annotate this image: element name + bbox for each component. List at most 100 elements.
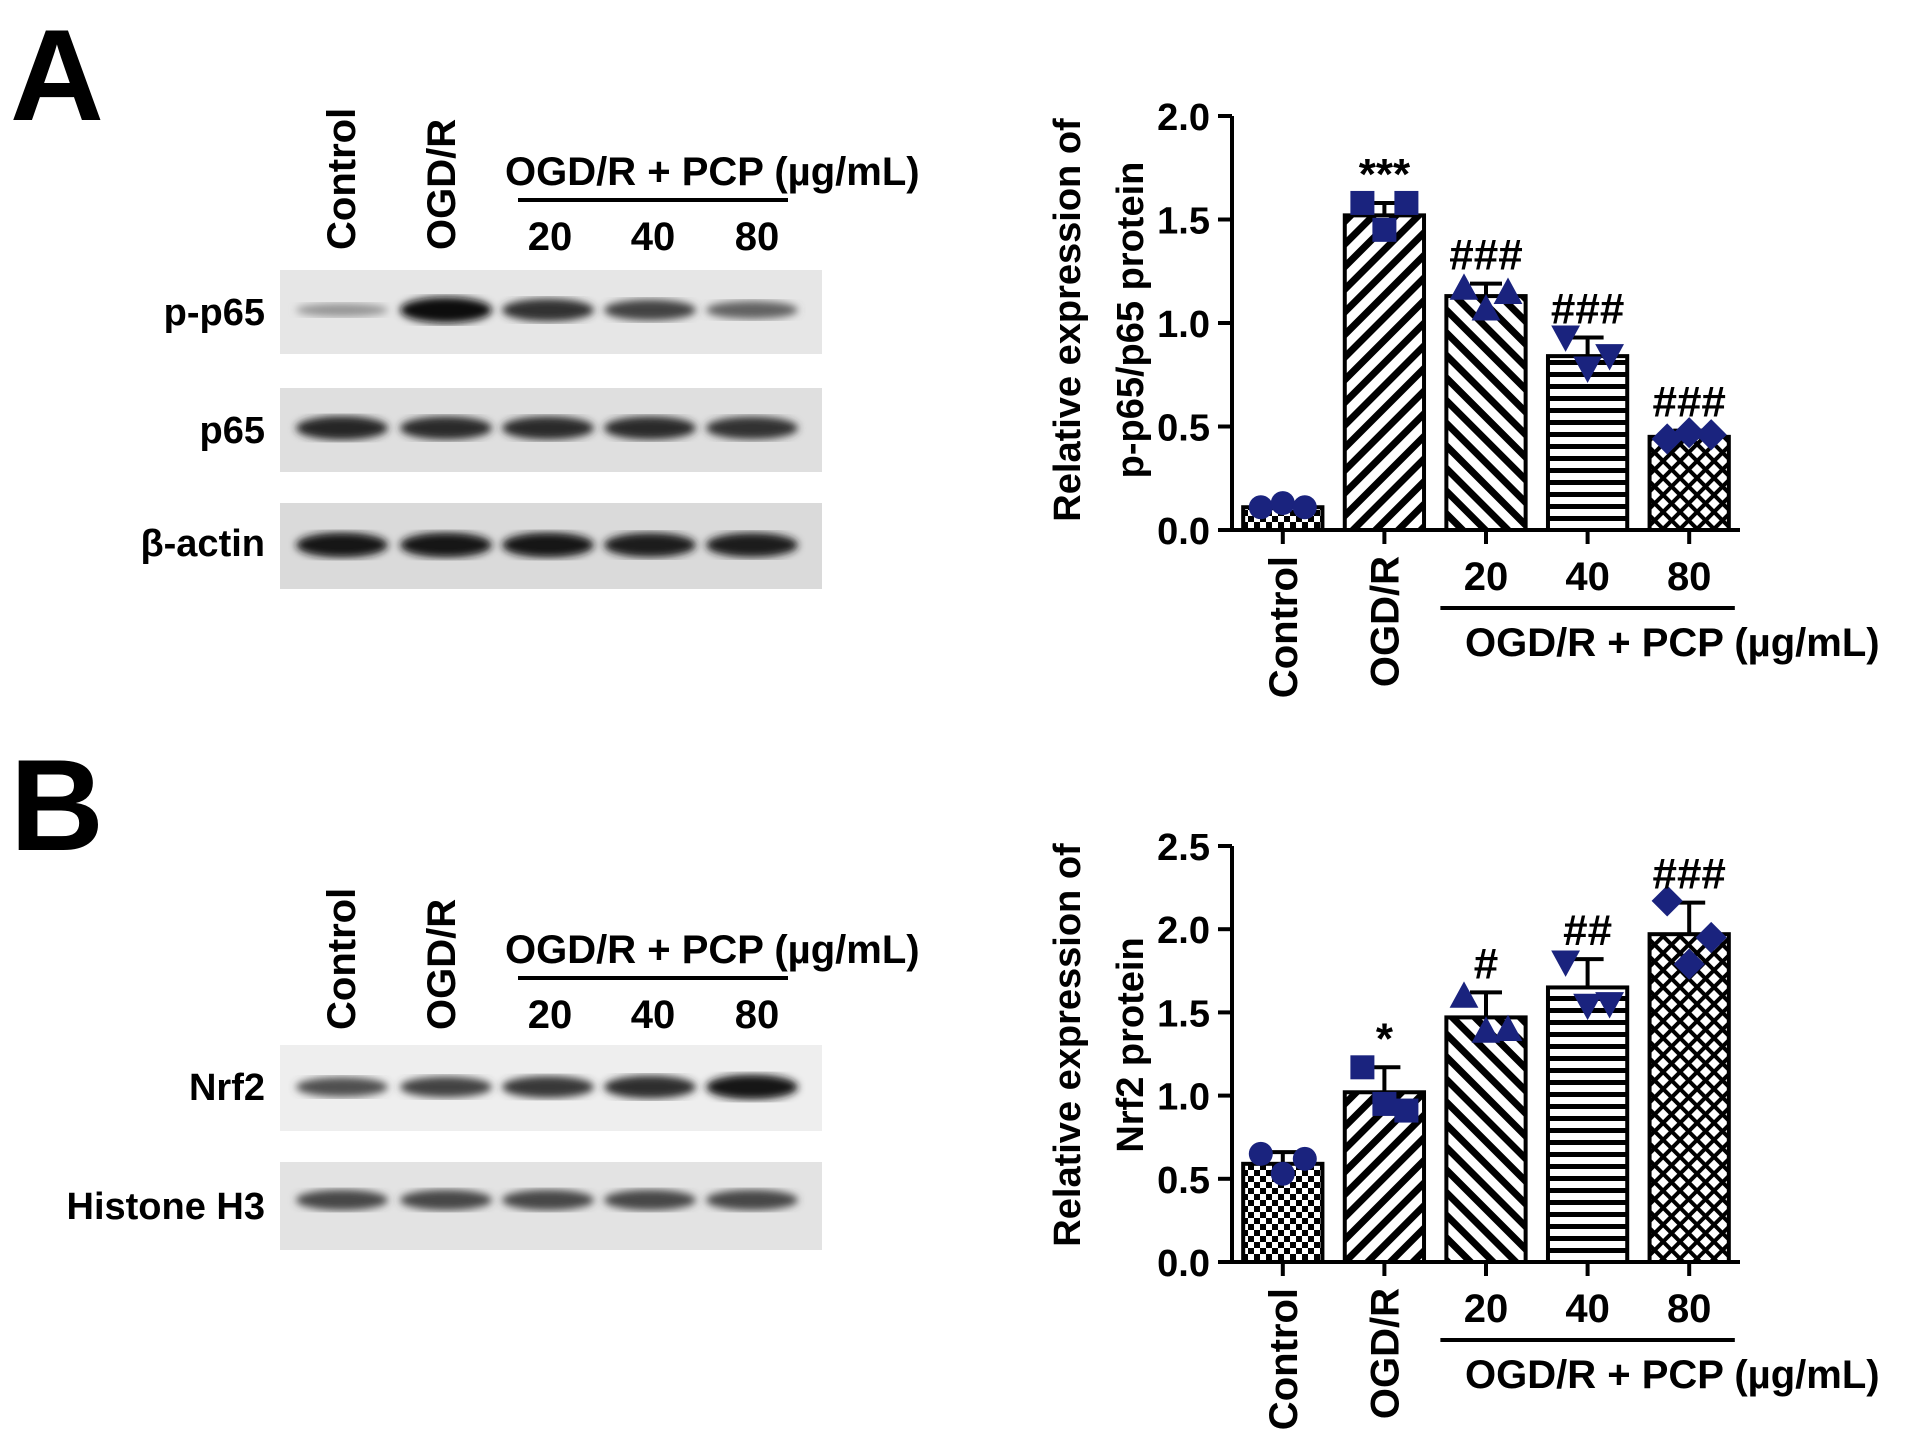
blot-label-beta-actin: β-actin — [140, 523, 265, 565]
data-point — [1270, 1161, 1295, 1186]
significance-label: ### — [1652, 850, 1725, 899]
nrf2-band — [604, 1075, 696, 1099]
y-tick-label: 0.5 — [1157, 408, 1210, 450]
y-tick-label: 1.0 — [1157, 1077, 1210, 1119]
chart-a-ylabel-line1: Relative expression of — [1047, 118, 1089, 522]
data-point — [1493, 277, 1523, 304]
data-point — [1394, 190, 1419, 215]
beta-actin-band — [296, 532, 388, 558]
lane-label-ogdr: OGD/R — [420, 119, 464, 250]
nrf2-band — [706, 1074, 798, 1100]
data-point — [1471, 1016, 1501, 1043]
bar — [1444, 294, 1528, 532]
bar — [1545, 985, 1630, 1264]
group-label: OGD/R + PCP (µg/mL) — [505, 150, 920, 194]
x-category-label: OGD/R — [1363, 556, 1407, 687]
bar — [1342, 213, 1427, 533]
nrf2-band — [502, 1075, 594, 1099]
histone-h3-band — [706, 1189, 798, 1211]
x-category-label: 40 — [1565, 1287, 1610, 1331]
p65-band — [296, 416, 388, 440]
p-p65-band — [604, 299, 696, 321]
data-point — [1372, 217, 1397, 242]
lane-label-ogdr-b: OGD/R — [420, 899, 464, 1030]
lane-label-control-b: Control — [320, 888, 364, 1030]
y-tick-label: 0.0 — [1157, 1243, 1210, 1285]
beta-actin-band — [706, 532, 798, 558]
histone-h3-band — [296, 1189, 388, 1211]
y-tick-label: 1.5 — [1157, 993, 1210, 1035]
chart-a: Relative expression of p-p65/p65 protein… — [1047, 97, 1880, 698]
data-point — [1573, 993, 1602, 1021]
blot-label-nrf2: Nrf2 — [189, 1067, 265, 1109]
chart-b: Relative expression of Nrf2 protein 0.0 0… — [1047, 827, 1880, 1430]
data-point — [1248, 1141, 1273, 1166]
panel-letter-a: A — [10, 2, 104, 148]
significance-label: * — [1376, 1014, 1394, 1063]
p65-band — [706, 416, 798, 440]
data-point — [1651, 885, 1683, 917]
y-tick-label: 2.5 — [1157, 827, 1210, 869]
x-category-label: OGD/R — [1363, 1288, 1407, 1419]
data-point — [1270, 491, 1295, 516]
lane-label-control: Control — [320, 108, 364, 250]
lane-label-40: 40 — [631, 215, 676, 259]
bar — [1444, 1015, 1528, 1265]
data-point — [1292, 1146, 1317, 1171]
data-point — [1573, 356, 1602, 383]
lane-label-80-b: 80 — [735, 993, 780, 1037]
data-point — [1350, 1055, 1375, 1080]
group-label-b: OGD/R + PCP (µg/mL) — [505, 928, 920, 972]
p-p65-band — [706, 301, 798, 319]
x-category-label: 80 — [1667, 555, 1712, 599]
significance-label: ### — [1449, 231, 1522, 280]
y-tick-label: 2.0 — [1157, 97, 1210, 139]
x-category-label: Control — [1262, 556, 1306, 698]
chart-a-group-label: OGD/R + PCP (µg/mL) — [1465, 621, 1880, 665]
blot-label-histone-h3: Histone H3 — [67, 1186, 265, 1228]
p-p65-band — [400, 297, 492, 323]
data-point — [1673, 948, 1705, 980]
y-tick-label: 0.5 — [1157, 1160, 1210, 1202]
p65-band — [502, 416, 594, 440]
y-tick-label: 1.5 — [1157, 201, 1210, 243]
data-point — [1595, 992, 1624, 1019]
chart-b-ylabel-line1: Relative expression of — [1047, 843, 1089, 1247]
data-point — [1471, 294, 1501, 321]
beta-actin-band — [502, 532, 594, 558]
nrf2-band — [296, 1077, 388, 1097]
p65-band — [400, 416, 492, 440]
histone-h3-band — [502, 1189, 594, 1211]
lane-label-40-b: 40 — [631, 993, 676, 1037]
data-point — [1651, 423, 1683, 455]
beta-actin-band — [400, 532, 492, 558]
bar — [1647, 932, 1731, 1265]
p-p65-band — [502, 298, 594, 322]
lane-label-20-b: 20 — [528, 993, 573, 1037]
data-point — [1449, 273, 1479, 300]
data-point — [1493, 1014, 1523, 1042]
significance-label: ### — [1551, 284, 1624, 333]
data-point — [1372, 1091, 1397, 1116]
data-point — [1673, 417, 1705, 449]
x-category-label: 20 — [1464, 1287, 1509, 1331]
lane-label-20: 20 — [528, 215, 573, 259]
histone-h3-band — [400, 1189, 492, 1211]
panel-letter-b: B — [10, 732, 104, 878]
data-point — [1695, 921, 1727, 954]
chart-b-group-label: OGD/R + PCP (µg/mL) — [1465, 1353, 1880, 1397]
lane-label-80: 80 — [735, 215, 780, 259]
x-category-label: Control — [1262, 1288, 1306, 1430]
data-point — [1551, 325, 1580, 352]
blot-label-p-p65: p-p65 — [164, 292, 265, 334]
y-tick-label: 0.0 — [1157, 511, 1210, 553]
bar — [1647, 434, 1731, 533]
histone-h3-band — [604, 1189, 696, 1211]
significance-label: *** — [1359, 150, 1411, 199]
data-point — [1248, 495, 1273, 520]
p-p65-band — [296, 303, 388, 317]
p65-band — [604, 416, 696, 440]
data-point — [1350, 190, 1375, 215]
data-point — [1695, 419, 1727, 451]
